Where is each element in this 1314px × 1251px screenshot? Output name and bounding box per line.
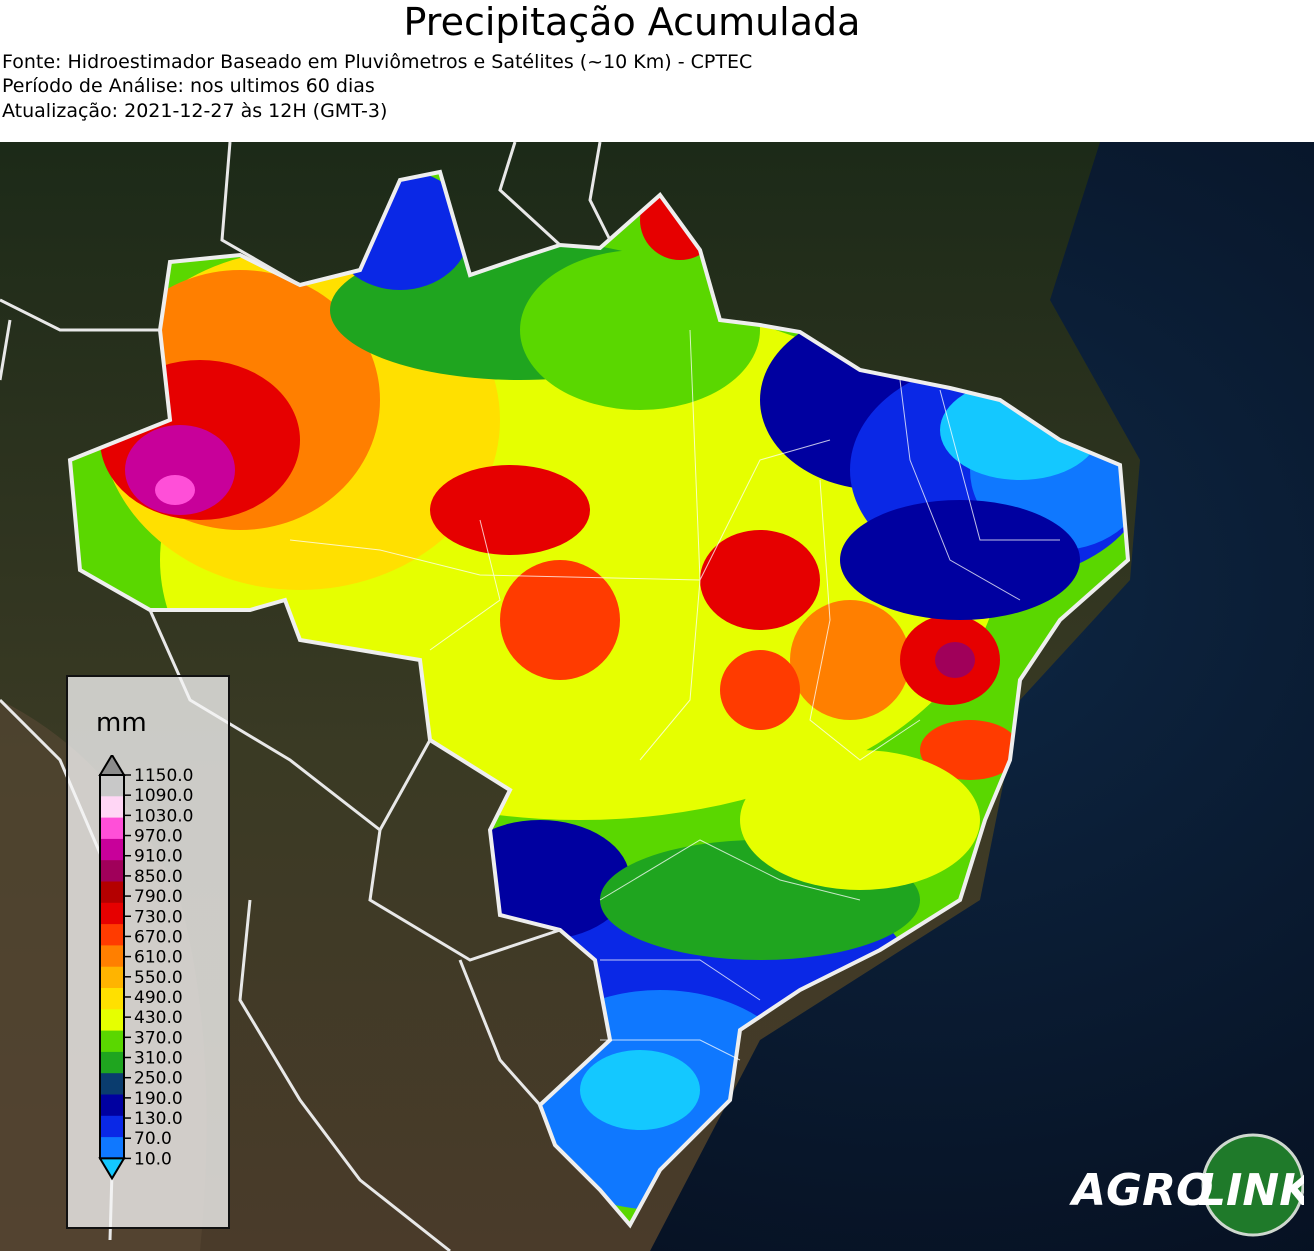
legend-swatch bbox=[100, 1030, 124, 1053]
legend-swatch bbox=[100, 1115, 124, 1138]
legend-tick-label: 490.0 bbox=[134, 988, 183, 1008]
legend-swatch bbox=[100, 1094, 124, 1117]
legend-tick-label: 250.0 bbox=[134, 1069, 183, 1089]
logo-text-agro: AGRO bbox=[1069, 1165, 1213, 1216]
legend-swatch bbox=[100, 838, 124, 861]
legend-tick-label: 730.0 bbox=[134, 907, 183, 927]
legend-tick-label: 370.0 bbox=[134, 1028, 183, 1048]
legend-unit: mm bbox=[96, 708, 147, 738]
legend-tick-label: 70.0 bbox=[134, 1129, 172, 1149]
updated-line: Atualização: 2021-12-27 às 12H (GMT-3) bbox=[2, 100, 388, 122]
legend-colorbar: 1150.01090.01030.0970.0910.0850.0790.073… bbox=[98, 755, 193, 1181]
legend-swatch bbox=[100, 1073, 124, 1095]
legend-tick-label: 1150.0 bbox=[134, 766, 193, 786]
legend-tick-label: 850.0 bbox=[134, 867, 183, 887]
map-title: Precipitação Acumulada bbox=[403, 0, 861, 44]
legend-extend-bottom bbox=[98, 1157, 126, 1181]
legend-swatch bbox=[100, 1051, 124, 1074]
legend-swatch bbox=[100, 1137, 124, 1159]
legend-swatch bbox=[100, 1009, 124, 1032]
legend-extend-top bbox=[98, 755, 126, 776]
legend-tick-label: 610.0 bbox=[134, 948, 183, 968]
period-line: Período de Análise: nos ultimos 60 dias bbox=[2, 75, 375, 97]
legend-swatch bbox=[100, 775, 124, 797]
legend-swatch bbox=[100, 817, 124, 840]
legend-swatch bbox=[100, 796, 124, 819]
legend-tick-label: 130.0 bbox=[134, 1109, 183, 1129]
legend-swatch bbox=[100, 881, 124, 904]
legend-tick-label: 10.0 bbox=[134, 1149, 172, 1169]
agrolink-logo: AGRO LINK bbox=[1069, 1133, 1304, 1237]
legend-tick-label: 550.0 bbox=[134, 968, 183, 988]
source-line: Fonte: Hidroestimador Baseado em Pluviôm… bbox=[2, 51, 753, 73]
legend-tick-label: 310.0 bbox=[134, 1049, 183, 1069]
legend-tick-label: 790.0 bbox=[134, 887, 183, 907]
brazil-border bbox=[67, 169, 1131, 1229]
legend-swatch bbox=[100, 966, 124, 989]
legend-tick-label: 1030.0 bbox=[134, 806, 193, 826]
state-borders bbox=[289, 329, 1060, 1061]
legend-tick-label: 430.0 bbox=[134, 1008, 183, 1028]
legend-swatch bbox=[100, 860, 124, 882]
legend-panel bbox=[66, 675, 230, 1229]
legend-swatch bbox=[100, 945, 124, 968]
legend-tick-label: 970.0 bbox=[134, 827, 183, 847]
legend-tick-label: 670.0 bbox=[134, 927, 183, 947]
legend-tick-label: 1090.0 bbox=[134, 786, 193, 806]
legend-swatch bbox=[100, 902, 124, 925]
legend-tick-label: 190.0 bbox=[134, 1089, 183, 1109]
legend-swatch bbox=[100, 924, 124, 946]
legend-tick-label: 910.0 bbox=[134, 847, 183, 867]
logo-text-link: LINK bbox=[1198, 1165, 1304, 1216]
precipitation-map bbox=[0, 142, 1314, 1251]
legend-swatch bbox=[100, 988, 124, 1010]
